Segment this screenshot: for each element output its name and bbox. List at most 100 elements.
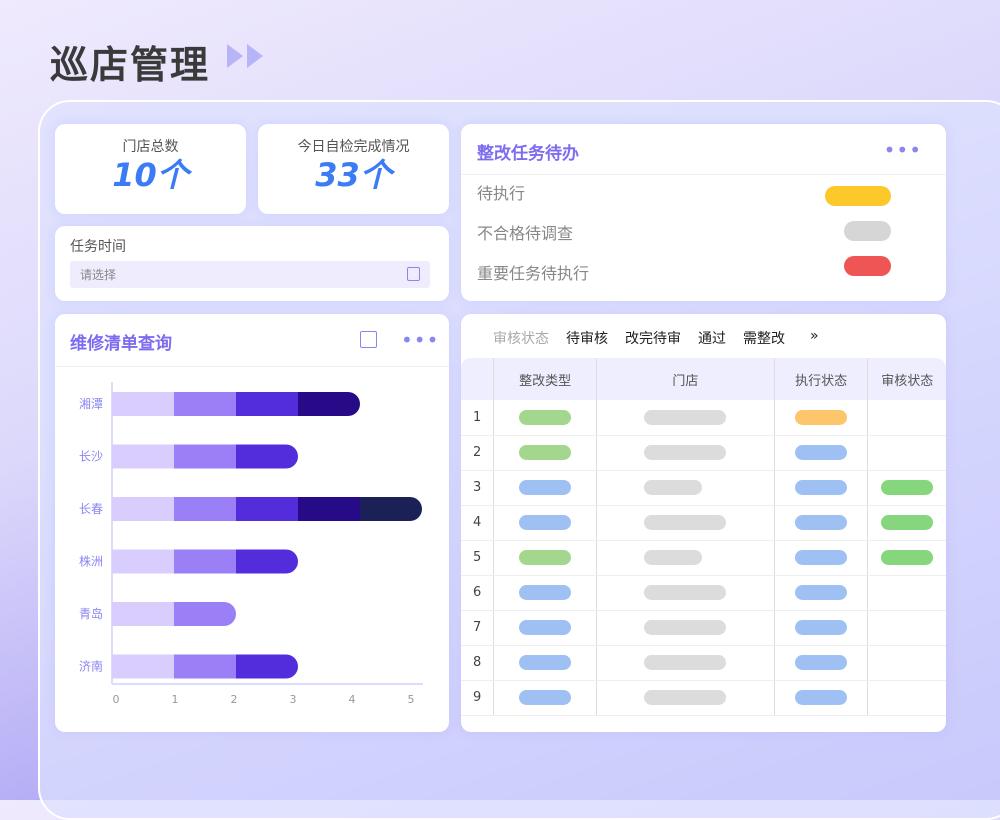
store-tag (644, 445, 727, 460)
bar-segment (236, 654, 298, 679)
bar-segment (360, 497, 422, 521)
bar-segment (236, 444, 298, 469)
type-tag (519, 655, 572, 670)
table-row[interactable]: 4 (461, 505, 946, 541)
repair-card: 维修清单查询 ••• 0 1 2 3 4 5 湘潭 长沙 长春 株洲 青岛 济南 (55, 314, 449, 732)
stat-label: 今日自检完成情况 (297, 139, 410, 155)
y-category-label: 长春 (79, 502, 103, 516)
bar-segment (236, 549, 298, 574)
table-row[interactable]: 7 (461, 610, 946, 646)
exec-status-tag (795, 550, 848, 565)
row-number: 2 (461, 435, 494, 471)
x-tick-label: 4 (349, 693, 356, 706)
bar-segment (298, 497, 360, 521)
row-number: 3 (461, 470, 494, 506)
todo-item[interactable]: 重要任务待执行 (477, 264, 590, 283)
todo-title: 整改任务待办 (477, 144, 579, 164)
stat-value: 33个 (315, 156, 392, 194)
bar-segment (174, 549, 236, 574)
todo-card: 整改任务待办 ••• 待执行 不合格待调查 重要任务待执行 (461, 124, 946, 301)
tab-pending[interactable]: 待审核 (566, 331, 608, 347)
store-tag (644, 409, 727, 425)
column-header (461, 358, 494, 400)
row-number: 1 (461, 400, 494, 436)
bar-segment (112, 444, 174, 469)
more-tabs-icon[interactable]: » (810, 328, 819, 344)
exec-status-tag (795, 515, 848, 530)
bar-segment (112, 549, 174, 574)
y-category-label: 青岛 (79, 606, 103, 621)
audit-status-tag (881, 515, 934, 530)
audit-status-tag (881, 550, 934, 565)
row-number: 7 (461, 610, 494, 646)
store-tag (644, 480, 703, 495)
store-tag (644, 585, 727, 600)
row-number: 4 (461, 505, 494, 541)
filter-tabs: 审核状态 待审核 改完待审 通过 需整改 » (493, 328, 819, 348)
stat-label: 门店总数 (122, 139, 179, 155)
todo-item[interactable]: 待执行 (477, 184, 526, 203)
tab-fixed-pending[interactable]: 改完待审 (625, 331, 681, 347)
exec-status-tag (795, 620, 848, 635)
audit-status-tag (881, 480, 934, 495)
store-tag (644, 515, 727, 530)
bar-segment (236, 497, 298, 521)
bar-segment (112, 602, 174, 626)
date-placeholder: 请选择 (80, 268, 117, 282)
table-row[interactable]: 1 (461, 400, 946, 436)
table-row[interactable]: 9 (461, 680, 946, 716)
x-tick-label: 2 (231, 693, 238, 706)
table-row[interactable]: 2 (461, 435, 946, 471)
todo-item[interactable]: 不合格待调查 (477, 224, 574, 243)
table-row[interactable]: 6 (461, 575, 946, 611)
more-icon[interactable]: ••• (883, 138, 922, 162)
bar-segment (174, 497, 236, 521)
column-header: 门店 (595, 358, 775, 400)
status-bar (825, 186, 891, 206)
y-category-label: 湘潭 (79, 396, 103, 411)
x-tick-label: 5 (408, 693, 415, 706)
store-tag (644, 690, 727, 705)
bar-segment (112, 497, 174, 521)
store-count-card: 门店总数 10个 (55, 124, 246, 214)
repair-title: 维修清单查询 (70, 334, 172, 354)
filter-label: 审核状态 (493, 331, 549, 347)
exec-status-tag (795, 690, 848, 705)
table-row[interactable]: 5 (461, 540, 946, 576)
type-tag (519, 550, 572, 565)
status-bar (844, 221, 891, 241)
y-category-label: 济南 (79, 659, 103, 674)
bar-segment (112, 654, 174, 679)
x-tick-label: 3 (290, 693, 297, 706)
row-number: 9 (461, 680, 494, 716)
task-time-card: 任务时间 请选择 (55, 226, 449, 301)
bar-segment (174, 444, 236, 469)
exec-status-tag (795, 409, 848, 425)
column-header: 执行状态 (773, 358, 868, 400)
more-icon[interactable]: ••• (401, 328, 440, 352)
table-row[interactable]: 8 (461, 645, 946, 681)
row-number: 6 (461, 575, 494, 611)
calendar-icon[interactable] (407, 267, 420, 281)
bar-segment (174, 392, 236, 416)
exec-status-tag (795, 655, 848, 670)
bar-segment (236, 392, 298, 416)
type-tag (519, 620, 572, 635)
y-category-label: 株洲 (79, 554, 103, 569)
bar-segment (298, 392, 360, 416)
self-check-card: 今日自检完成情况 33个 (258, 124, 449, 214)
type-tag (519, 445, 572, 460)
column-header: 整改类型 (493, 358, 597, 400)
store-tag (644, 550, 703, 565)
export-icon[interactable] (360, 331, 377, 348)
column-header: 审核状态 (867, 358, 946, 400)
row-number: 8 (461, 645, 494, 681)
tab-need-fix[interactable]: 需整改 (743, 331, 785, 347)
table-row[interactable]: 3 (461, 470, 946, 506)
type-tag (519, 480, 572, 495)
tab-passed[interactable]: 通过 (698, 331, 726, 347)
type-tag (519, 585, 572, 600)
date-picker-input[interactable]: 请选择 (70, 261, 430, 288)
